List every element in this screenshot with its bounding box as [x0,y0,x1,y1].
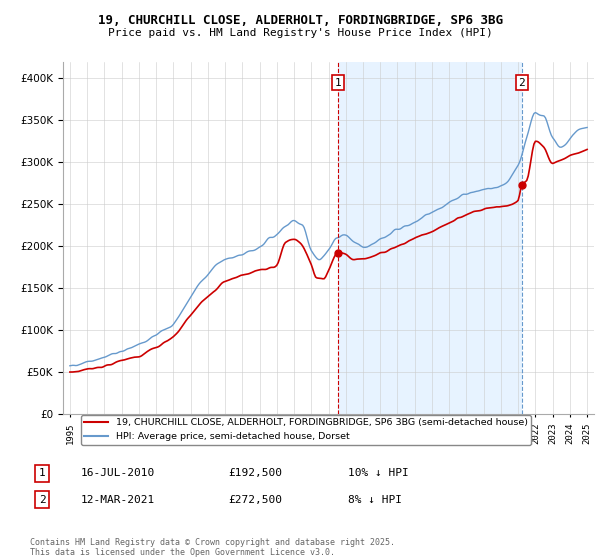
Text: 2: 2 [38,494,46,505]
Text: £272,500: £272,500 [228,494,282,505]
Text: Contains HM Land Registry data © Crown copyright and database right 2025.
This d: Contains HM Land Registry data © Crown c… [30,538,395,557]
Text: 1: 1 [334,78,341,87]
Text: 10% ↓ HPI: 10% ↓ HPI [348,468,409,478]
Text: 19, CHURCHILL CLOSE, ALDERHOLT, FORDINGBRIDGE, SP6 3BG: 19, CHURCHILL CLOSE, ALDERHOLT, FORDINGB… [97,14,503,27]
Text: 16-JUL-2010: 16-JUL-2010 [81,468,155,478]
Bar [338,62,522,414]
Text: 2: 2 [518,78,525,87]
Text: 12-MAR-2021: 12-MAR-2021 [81,494,155,505]
Text: £192,500: £192,500 [228,468,282,478]
Text: 1: 1 [38,468,46,478]
Text: 8% ↓ HPI: 8% ↓ HPI [348,494,402,505]
Text: Price paid vs. HM Land Registry's House Price Index (HPI): Price paid vs. HM Land Registry's House … [107,28,493,38]
Legend: 19, CHURCHILL CLOSE, ALDERHOLT, FORDINGBRIDGE, SP6 3BG (semi-detached house), HP: 19, CHURCHILL CLOSE, ALDERHOLT, FORDINGB… [80,414,532,445]
